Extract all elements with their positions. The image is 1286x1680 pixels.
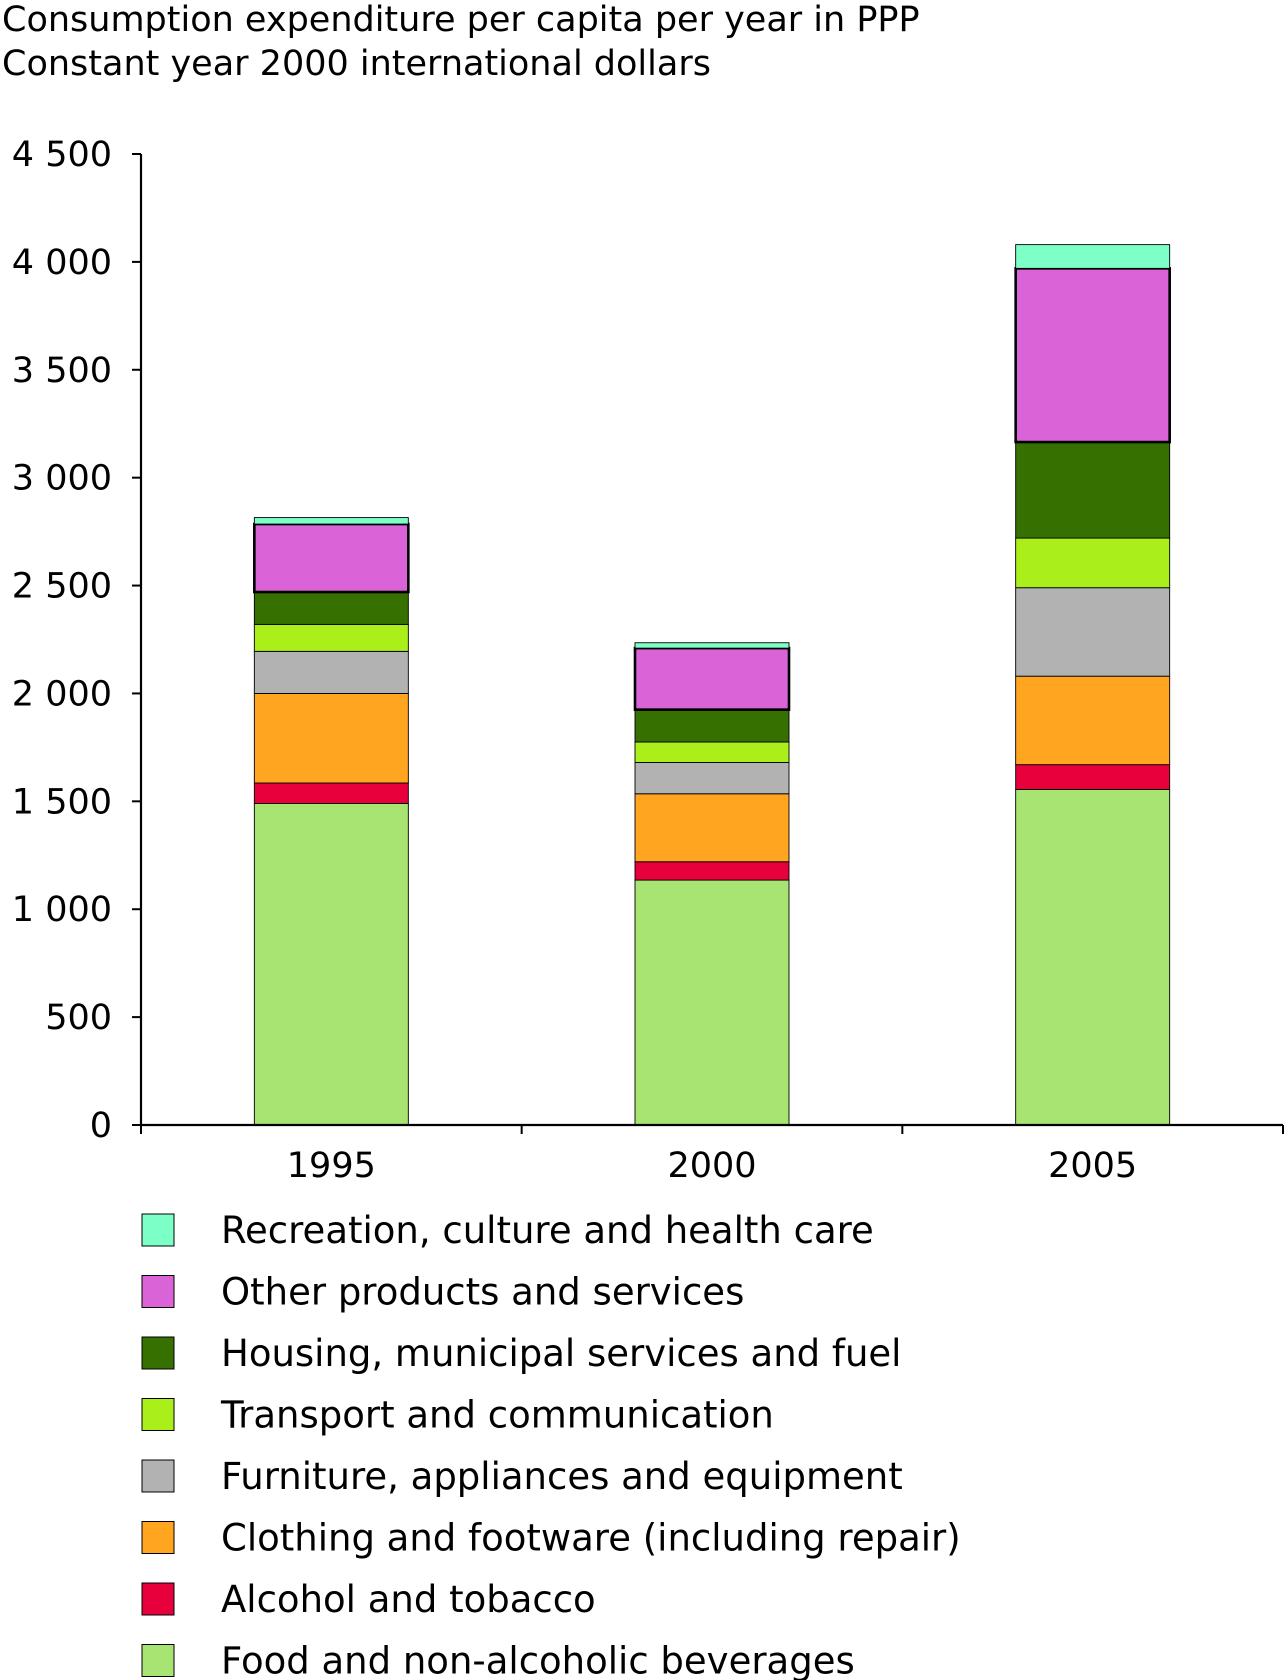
bar-2005-transport-and-communication [1015, 537, 1171, 589]
y-axis-title-line-1: Consumption expenditure per capita per y… [2, 0, 920, 40]
bar-1995-alcohol-and-tobacco [253, 782, 409, 804]
legend-swatch [141, 1521, 175, 1554]
legend-label: Alcohol and tobacco [221, 1578, 596, 1621]
legend-item-alcohol-and-tobacco: Alcohol and tobacco [141, 1578, 596, 1621]
legend-item-clothing-and-footware-including-repair: Clothing and footware (including repair) [141, 1517, 961, 1560]
legend-label: Transport and communication [220, 1394, 774, 1437]
legend-item-food-and-non-alcoholic-beverages: Food and non-alcoholic beverages [141, 1640, 855, 1680]
legend-label: Recreation, culture and health care [221, 1209, 874, 1252]
y-tick-label: 4 000 [12, 243, 112, 283]
legend-swatch [141, 1275, 175, 1308]
legend-swatch [141, 1459, 175, 1493]
y-tick-label: 4 500 [12, 135, 112, 175]
bar-2000-transport-and-communication [634, 741, 790, 763]
bar-1995-other-products-and-services [253, 522, 410, 594]
bar-2005-other-products-and-services [1014, 267, 1171, 444]
y-tick-label: 500 [45, 998, 112, 1038]
y-tick-label: 0 [90, 1106, 112, 1146]
bar-1995-transport-and-communication [253, 623, 409, 652]
bar-2005-furniture-appliances-and-equipment [1015, 587, 1171, 677]
legend-label: Other products and services [221, 1271, 744, 1314]
y-axis-title-line-2: Constant year 2000 international dollars [2, 44, 711, 84]
y-tick-label: 2 500 [12, 567, 112, 607]
bar-1995-recreation-culture-and-health-care [253, 517, 409, 525]
legend-swatch [141, 1644, 175, 1677]
bar-1995-housing-municipal-services-and-fuel [253, 591, 409, 625]
legend-label: Food and non-alcoholic beverages [221, 1640, 855, 1680]
legend-item-recreation-culture-and-health-care: Recreation, culture and health care [141, 1209, 874, 1252]
bar-2000-food-and-non-alcoholic-beverages [634, 879, 790, 1126]
bar-2000-other-products-and-services [633, 646, 791, 711]
x-tick-label: 2005 [1048, 1146, 1137, 1186]
legend-swatch [141, 1582, 175, 1616]
bar-1995-clothing-and-footware-including-repair [253, 692, 409, 784]
x-tick-label: 2000 [667, 1146, 756, 1186]
bar-2005-clothing-and-footware-including-repair [1015, 675, 1171, 766]
legend-label: Clothing and footware (including repair) [221, 1517, 961, 1560]
bar-2005-food-and-non-alcoholic-beverages [1015, 789, 1171, 1126]
bar-2005-alcohol-and-tobacco [1015, 764, 1171, 790]
bar-1995-food-and-non-alcoholic-beverages [253, 803, 409, 1126]
y-tick-label: 2 000 [12, 674, 112, 714]
bar-1995-furniture-appliances-and-equipment [253, 650, 409, 694]
legend-item-housing-municipal-services-and-fuel: Housing, municipal services and fuel [141, 1332, 901, 1375]
bar-2005-housing-municipal-services-and-fuel [1015, 441, 1171, 539]
bar-2000-clothing-and-footware-including-repair [634, 793, 790, 863]
y-tick-label: 1 500 [12, 782, 112, 822]
legend-swatch [141, 1213, 175, 1247]
plot-area [253, 244, 1171, 1126]
axes: 0 500 1 000 1 500 2 000 2 500 3 000 3 500 4 000 4… [12, 135, 1284, 1186]
legend-swatch [141, 1336, 175, 1370]
bar-2000-housing-municipal-services-and-fuel [634, 709, 790, 743]
legend-label: Housing, municipal services and fuel [221, 1332, 901, 1375]
legend-swatch [141, 1398, 175, 1431]
bar-2000-recreation-culture-and-health-care [634, 642, 790, 649]
y-tick-label: 3 000 [12, 459, 112, 499]
bar-2000-furniture-appliances-and-equipment [634, 762, 790, 795]
y-tick-label: 1 000 [12, 890, 112, 930]
legend-item-other-products-and-services: Other products and services [141, 1271, 744, 1314]
y-tick-label: 3 500 [12, 351, 112, 391]
x-tick-label: 1995 [287, 1146, 376, 1186]
legend-label: Furniture, appliances and equipment [221, 1455, 903, 1498]
bar-2005-recreation-culture-and-health-care [1015, 244, 1171, 269]
legend-item-furniture-appliances-and-equipment: Furniture, appliances and equipment [141, 1455, 903, 1498]
bar-2000-alcohol-and-tobacco [634, 861, 790, 881]
legend: Recreation, culture and health care Other… [141, 1209, 961, 1680]
legend-item-transport-and-communication: Transport and communication [141, 1394, 774, 1437]
